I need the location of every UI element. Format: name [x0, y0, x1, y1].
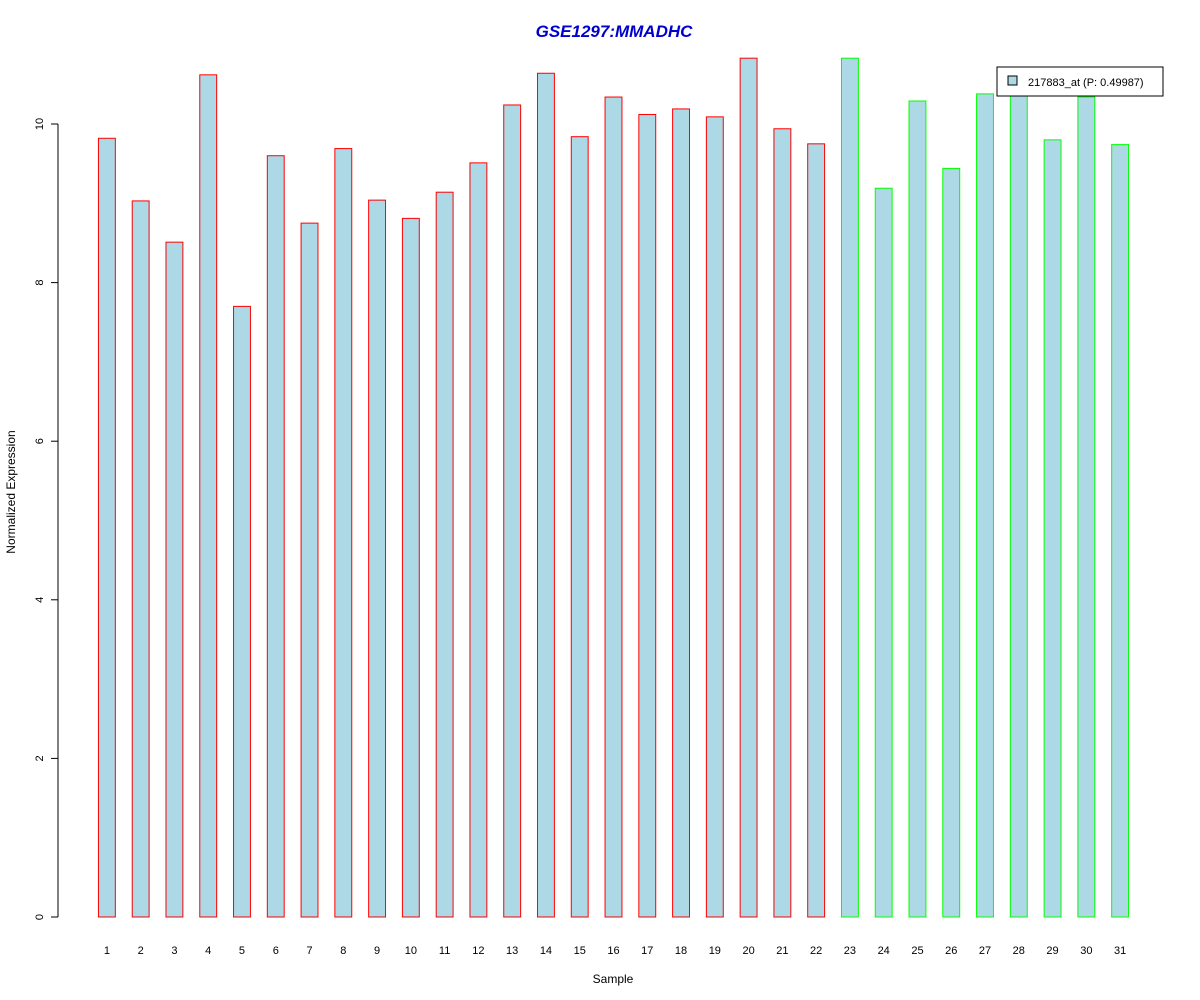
bar	[300, 222, 319, 918]
bar	[1009, 93, 1028, 918]
x-tick-label: 13	[506, 945, 518, 957]
y-tick-label: 10	[34, 118, 46, 130]
x-tick-label: 10	[405, 945, 417, 957]
bar	[807, 143, 826, 918]
bar	[874, 187, 893, 918]
bar	[1043, 139, 1062, 918]
x-tick-label: 18	[675, 945, 687, 957]
bar	[638, 113, 657, 918]
x-tick-label: 11	[439, 945, 450, 957]
x-tick-label: 2	[138, 945, 144, 957]
y-tick-label: 6	[34, 438, 46, 444]
x-tick-label: 31	[1114, 945, 1126, 957]
x-tick-label: 7	[306, 945, 312, 957]
x-tick-label: 22	[810, 945, 822, 957]
bar	[942, 167, 961, 918]
bar	[131, 200, 150, 918]
bar	[401, 217, 420, 918]
x-tick-label: 27	[979, 945, 991, 957]
x-axis-label: Sample	[593, 972, 634, 986]
x-tick-label: 28	[1013, 945, 1025, 957]
legend: 217883_at (P: 0.49987)	[996, 66, 1164, 97]
x-tick-label: 21	[776, 945, 788, 957]
bar	[840, 57, 859, 918]
x-tick-label: 20	[742, 945, 754, 957]
bar	[165, 241, 184, 918]
chart-title: GSE1297:MMADHC	[536, 22, 694, 41]
bar	[435, 191, 454, 918]
x-tick-label: 1	[104, 945, 110, 957]
legend-box	[996, 66, 1164, 97]
bar	[1077, 96, 1096, 918]
bar	[199, 74, 218, 918]
bar	[976, 93, 994, 918]
bar	[469, 162, 488, 918]
x-tick-label: 12	[472, 945, 484, 957]
bar	[1111, 144, 1130, 918]
y-tick-label: 0	[34, 914, 46, 920]
x-tick-label: 4	[205, 945, 211, 957]
x-axis-tick-labels: 1 2 3 4 5 6 7 8 9 10 11 12 13 14 15 16 17 18 19 20 21 22 23 24 2…	[104, 945, 1126, 957]
bar	[570, 136, 589, 918]
bar	[97, 137, 116, 918]
y-axis: 0 2 4 6 8 10	[34, 118, 59, 920]
y-tick-label: 8	[34, 280, 46, 286]
x-tick-label: 23	[844, 945, 856, 957]
bar	[739, 57, 758, 918]
bar	[705, 116, 724, 918]
x-tick-label: 3	[171, 945, 177, 957]
y-axis-label: Normalized Expression	[4, 430, 18, 553]
y-tick-label: 4	[34, 597, 46, 603]
x-tick-label: 24	[878, 945, 890, 957]
x-tick-label: 16	[607, 945, 619, 957]
bar	[604, 96, 623, 918]
legend-label: 217883_at (P: 0.49987)	[1028, 77, 1144, 89]
bar	[537, 72, 555, 918]
x-tick-label: 14	[540, 945, 552, 957]
x-tick-label: 19	[709, 945, 721, 957]
x-tick-label: 30	[1080, 945, 1092, 957]
bar	[773, 128, 792, 918]
bar	[334, 148, 353, 918]
x-tick-label: 5	[239, 945, 245, 957]
bar	[503, 104, 522, 918]
bar	[368, 199, 387, 918]
x-tick-label: 29	[1046, 945, 1058, 957]
bars	[97, 57, 1130, 918]
x-tick-label: 15	[574, 945, 586, 957]
x-tick-label: 26	[945, 945, 957, 957]
bar	[266, 155, 285, 918]
x-tick-label: 9	[374, 945, 380, 957]
y-tick-label: 2	[34, 755, 46, 761]
x-tick-label: 6	[273, 945, 279, 957]
legend-swatch	[1007, 75, 1018, 86]
bar	[908, 100, 927, 918]
x-tick-label: 25	[911, 945, 923, 957]
bar	[672, 108, 690, 918]
x-tick-label: 17	[641, 945, 653, 957]
bar	[233, 305, 251, 918]
x-tick-label: 8	[340, 945, 346, 957]
